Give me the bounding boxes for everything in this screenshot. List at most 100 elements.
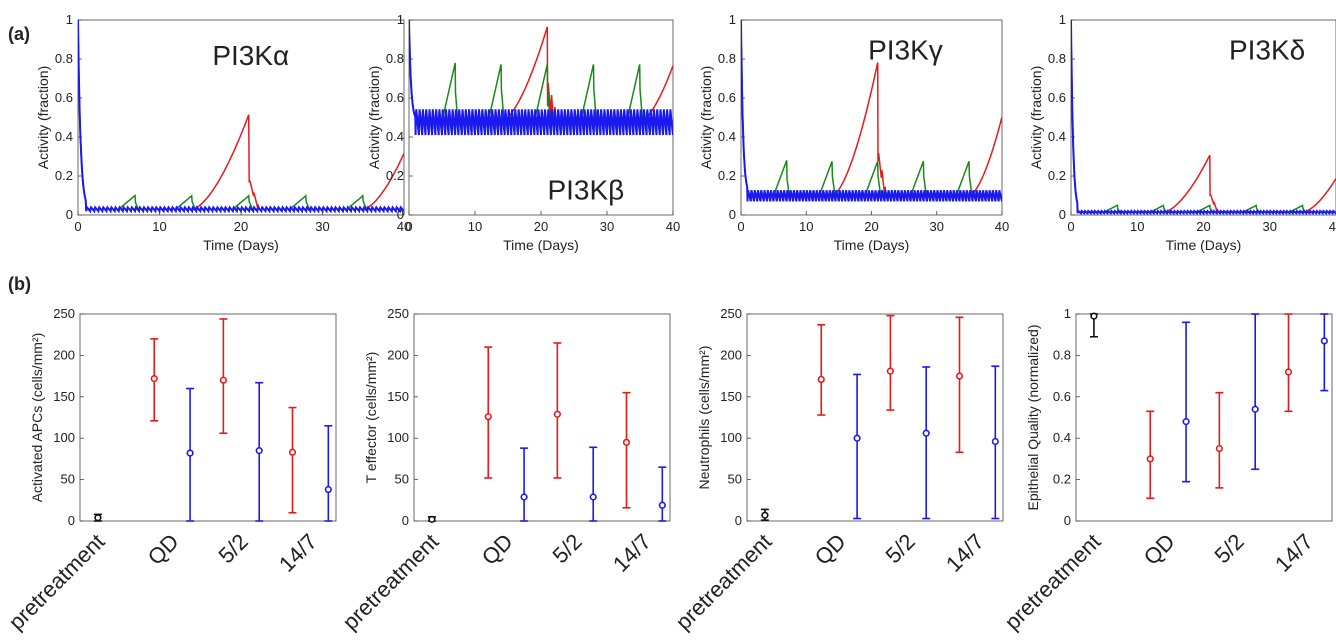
errorbar-plot-3-ytick-label: 50 — [728, 472, 742, 487]
errorbar-plot-3-category-label: pretreatment — [671, 529, 777, 635]
activity-plot-1-series-group — [78, 19, 404, 214]
errorbar-plot-4-mean-marker-blue — [1251, 405, 1259, 413]
errorbar-plot-3-ytick-label: 150 — [720, 389, 742, 404]
activity-plot-2-xtick-label: 10 — [468, 219, 482, 234]
errorbar-plot-3-ytick-label: 100 — [720, 430, 742, 445]
errorbar-plot-1-mean-marker-blue — [324, 485, 332, 494]
errorbar-plot-3-mean-marker-blue — [853, 434, 861, 442]
errorbar-plot-1-category-label: QD — [143, 529, 184, 570]
errorbar-plot-1-ytick-label: 100 — [53, 430, 75, 445]
activity-plot-1-ytick-label: 1 — [66, 12, 73, 27]
errorbar-plot-1-ytick-label: 50 — [61, 472, 75, 487]
errorbar-plot-2-category-label: 14/7 — [608, 529, 656, 577]
errorbar-plot-3-category-label: 14/7 — [941, 529, 989, 577]
activity-plot-2-ytick-label: 0.4 — [386, 129, 404, 144]
activity-plot-2-ytick-label: 0.2 — [386, 168, 404, 183]
activity-plot-1-series-blue — [78, 19, 404, 214]
errorbar-plot-2-mean-marker-red — [622, 438, 631, 446]
errorbar-plot-4-ytick-label: 0.6 — [1053, 389, 1071, 404]
activity-plot-2-series-blue — [409, 19, 673, 136]
activity-plot-4-ylabel: Activity (fraction) — [1028, 66, 1044, 169]
activity-plot-2-series-group — [409, 19, 673, 136]
panel-label-a: (a) — [8, 24, 30, 44]
activity-plot-3-ytick-label: 0 — [729, 207, 736, 222]
activity-plot-1-xtick-label: 40 — [397, 219, 411, 234]
errorbar-plot-1-category-label: 14/7 — [274, 529, 322, 577]
errorbar-plot-2-ytick-label: 150 — [387, 389, 409, 404]
errorbar-plot-3-category-label: QD — [810, 529, 851, 570]
activity-plot-2-ytick-label: 0.6 — [386, 90, 404, 105]
errorbar-plot-2-category-label: 5/2 — [548, 529, 587, 568]
activity-plot-1-xtick-label: 30 — [315, 219, 329, 234]
errorbar-plot-2-ytick-label: 200 — [387, 347, 409, 362]
activity-plot-4-xtick-label: 0 — [1067, 219, 1074, 234]
activity-plot-1-ylabel: Activity (fraction) — [35, 66, 51, 169]
activity-plot-1-ytick-label: 0.4 — [55, 129, 73, 144]
activity-plot-3-xtick-label: 0 — [737, 219, 744, 234]
activity-plot-3-ytick-label: 1 — [729, 12, 736, 27]
errorbar-plot-3-mean-marker-red — [886, 367, 894, 375]
errorbar-plot-2-ytick-label: 0 — [402, 513, 409, 528]
activity-plot-4-ytick-label: 0.2 — [1048, 168, 1066, 183]
errorbar-plot-1-mean-marker-blue — [186, 449, 194, 457]
errorbar-plot-4-mean-marker-red — [1284, 368, 1293, 376]
activity-plot-1-ytick-label: 0.2 — [55, 168, 73, 183]
errorbar-plot-3-ytick-label: 0 — [735, 513, 742, 528]
errorbar-plot-2-ytick-label: 250 — [387, 306, 409, 321]
activity-plot-4-series-blue — [1071, 19, 1336, 215]
errorbar-plot-4-category-label: pretreatment — [1000, 529, 1106, 635]
errorbar-plot-1-mean-marker-black — [94, 514, 102, 522]
errorbar-plot-3-ylabel: Neutrophils (cells/mm²) — [696, 346, 712, 490]
activity-plot-4-xtick-label: 20 — [1196, 219, 1210, 234]
activity-plot-3-xtick-label: 20 — [864, 219, 878, 234]
errorbar-plot-1-ytick-label: 250 — [53, 306, 75, 321]
errorbar-plot-1-ytick-label: 150 — [53, 389, 75, 404]
activity-plot-4-ytick-label: 1 — [1059, 12, 1066, 27]
errorbar-plot-2-mean-marker-red — [484, 413, 492, 421]
activity-plot-4-xtick-label: 10 — [1130, 219, 1144, 234]
activity-plot-3-series-green — [741, 19, 1002, 202]
errorbar-plot-2-frame — [413, 313, 671, 522]
activity-plot-1-ytick-label: 0.6 — [55, 90, 73, 105]
activity-plot-3-ytick-label: 0.8 — [718, 51, 736, 66]
errorbar-plot-4-ylabel: Epithelial Quality (normalized) — [1025, 325, 1041, 511]
errorbar-plot-1-ytick-label: 200 — [53, 347, 75, 362]
activity-plot-3-series-blue — [741, 19, 1002, 202]
errorbar-plot-4-mean-marker-red — [1146, 455, 1154, 463]
errorbar-plot-1-frame — [79, 313, 337, 522]
errorbar-plot-3-ytick-label: 250 — [720, 306, 742, 321]
errorbar-plot-1-mean-marker-red — [219, 376, 227, 384]
errorbar-plot-4-ytick-label: 0.2 — [1053, 472, 1071, 487]
activity-plot-1-enzyme-label: PI3Kα — [212, 40, 289, 71]
activity-plot-3-xtick-label: 10 — [799, 219, 813, 234]
activity-plot-4-enzyme-label: PI3Kδ — [1229, 34, 1305, 65]
activity-plot-1-ytick-label: 0 — [66, 207, 73, 222]
errorbar-plot-2-category-label: QD — [477, 529, 518, 570]
activity-plot-4-xtick-label: 30 — [1263, 219, 1277, 234]
activity-plot-3-ytick-label: 0.2 — [718, 168, 736, 183]
errorbar-plot-4-ytick-label: 0.8 — [1053, 347, 1071, 362]
activity-plot-2-enzyme-label: PI3Kβ — [547, 175, 624, 206]
errorbar-plot-2-mean-marker-blue — [589, 493, 597, 501]
errorbar-plot-2-category-label: pretreatment — [338, 529, 444, 635]
activity-plot-2-xtick-label: 0 — [405, 219, 412, 234]
activity-plot-2-xtick-label: 20 — [534, 219, 548, 234]
errorbar-plot-1-category-label: 5/2 — [214, 529, 253, 568]
errorbar-plot-4-ytick-label: 1 — [1064, 306, 1071, 321]
activity-plot-3-enzyme-label: PI3Kγ — [868, 34, 943, 65]
activity-plot-3-xtick-label: 40 — [995, 219, 1009, 234]
errorbar-plot-3-mean-marker-red — [817, 375, 825, 384]
errorbar-plot-2-ylabel: T effector (cells/mm²) — [363, 352, 379, 484]
errorbar-plot-3-mean-marker-blue — [991, 437, 999, 446]
activity-plot-4-ytick-label: 0 — [1059, 207, 1066, 222]
errorbar-plot-2-mean-marker-black — [428, 515, 436, 523]
activity-plot-3-ytick-label: 0.4 — [718, 129, 736, 144]
errorbar-plot-4-category-label: 14/7 — [1270, 529, 1318, 577]
activity-plot-1-xtick-label: 20 — [234, 219, 248, 234]
errorbar-plot-4-frame — [1075, 313, 1333, 522]
errorbar-plot-2-mean-marker-blue — [658, 501, 666, 509]
errorbar-plot-2-mean-marker-red — [553, 410, 561, 418]
errorbar-plot-2-ytick-label: 100 — [387, 430, 409, 445]
